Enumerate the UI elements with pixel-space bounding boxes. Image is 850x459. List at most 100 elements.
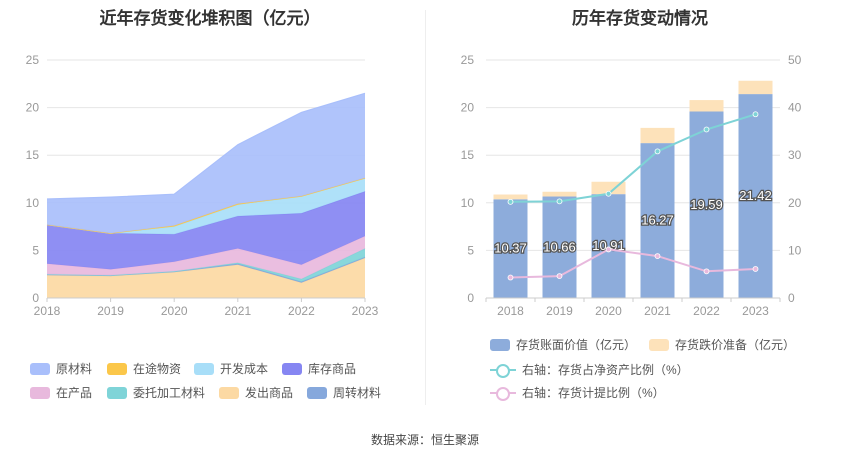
area-库存商品 (47, 191, 365, 270)
bar-存货跌价准备（亿元） (640, 127, 675, 144)
left-stacked-area-chart: 0 5 10 15 20 25 2018 2019 2020 2021 2022 2023 (26, 53, 379, 318)
y2-tick-label: 50 (788, 53, 802, 67)
legend-item[interactable]: 发出商品 (219, 384, 293, 401)
bar-value-label: 21.42 (739, 188, 772, 203)
y2-tick-label: 20 (788, 196, 802, 210)
bar-存货跌价准备（亿元） (689, 100, 724, 112)
y-tick-label: 15 (461, 148, 475, 162)
legend-swatch (649, 339, 669, 351)
legend-label: 发出商品 (245, 386, 294, 400)
legend-label: 委托加工材料 (133, 386, 206, 400)
legend-item[interactable]: 委托加工材料 (107, 384, 205, 401)
y-tick-label: 0 (467, 291, 474, 305)
right-chart-title: 历年存货变动情况 (572, 9, 708, 28)
y-tick-label: 20 (461, 101, 475, 115)
legend-swatch (219, 387, 239, 399)
line-point (752, 266, 759, 272)
x-tick-label: 2019 (97, 304, 124, 318)
y-tick-label: 5 (32, 243, 39, 257)
bar-存货跌价准备（亿元） (542, 191, 577, 197)
x-tick-label: 2020 (161, 304, 188, 318)
x-tick-label: 2020 (595, 304, 622, 318)
bar-存货账面价值（亿元） (591, 194, 626, 298)
y-tick-label: 25 (26, 53, 40, 67)
legend-label: 在途物资 (133, 362, 182, 376)
line-point (507, 198, 514, 205)
legend-swatch (107, 363, 127, 375)
line-point (752, 111, 759, 118)
x-tick-label: 2022 (693, 304, 720, 318)
y-tick-label: 15 (26, 148, 40, 162)
area-在产品 (47, 236, 365, 279)
legend-item[interactable]: 周转材料 (307, 384, 381, 401)
bar-存货跌价准备（亿元） (493, 194, 528, 200)
bar-存货账面价值（亿元） (493, 199, 528, 298)
y2-tick-label: 0 (788, 291, 795, 305)
line-point (654, 253, 661, 260)
y2-tick-label: 40 (788, 101, 802, 115)
bar-存货账面价值（亿元） (738, 94, 773, 298)
area-原材料 (47, 93, 365, 234)
x-tick-label: 2018 (34, 304, 61, 318)
bar-存货跌价准备（亿元） (738, 80, 773, 95)
x-tick-label: 2023 (742, 304, 769, 318)
legend-item[interactable]: 在途物资 (107, 360, 181, 377)
bar-value-label: 10.37 (494, 241, 527, 256)
legend-label: 存货跌价准备（亿元） (675, 338, 796, 352)
legend-item[interactable]: 在产品 (30, 384, 92, 401)
y2-tick-label: 10 (788, 243, 802, 257)
panel-divider (425, 10, 426, 405)
area-edge-原材料 (46, 92, 366, 200)
x-tick-label: 2019 (546, 304, 573, 318)
bar-存货账面价值（亿元） (542, 196, 577, 298)
x-tick-label: 2021 (224, 304, 251, 318)
legend-label: 库存商品 (308, 362, 357, 376)
bar-value-label: 10.66 (543, 239, 576, 254)
x-tick-label: 2023 (352, 304, 379, 318)
legend-label: 存货账面价值（亿元） (516, 338, 637, 352)
legend-item[interactable]: 存货跌价准备（亿元） (649, 336, 795, 353)
legend-swatch (30, 387, 50, 399)
legend-item[interactable]: 右轴：存货占净资产比例（%） (490, 361, 689, 378)
line-0 (510, 113, 756, 203)
legend-item[interactable]: 右轴：存货计提比例（%） (490, 384, 665, 401)
legend-label: 在产品 (56, 386, 93, 400)
legend-item[interactable]: 库存商品 (282, 360, 356, 377)
data-source-note: 数据来源：恒生聚源 (370, 433, 479, 447)
legend-label: 开发成本 (220, 362, 269, 376)
legend-label: 右轴：存货计提比例（%） (522, 386, 665, 400)
line-point (703, 126, 710, 133)
line-point (605, 190, 612, 197)
legend-swatch (490, 339, 510, 351)
y-tick-label: 20 (26, 101, 40, 115)
legend-swatch (194, 363, 214, 375)
bar-value-label: 16.27 (641, 213, 674, 228)
legend-label: 右轴：存货占净资产比例（%） (522, 363, 689, 377)
legend-swatch (282, 363, 302, 375)
x-tick-label: 2018 (497, 304, 524, 318)
legend-label: 周转材料 (333, 386, 382, 400)
line-point (507, 274, 514, 281)
y-tick-label: 10 (26, 196, 40, 210)
legend-swatch (30, 363, 50, 375)
legend-item[interactable]: 开发成本 (194, 360, 268, 377)
bar-存货账面价值（亿元） (640, 143, 675, 298)
y-tick-label: 10 (461, 196, 475, 210)
legend-swatch (490, 387, 516, 401)
y-tick-label: 25 (461, 53, 475, 67)
legend-swatch (490, 364, 516, 378)
legend-swatch (307, 387, 327, 399)
legend-swatch (107, 387, 127, 399)
line-point (556, 198, 563, 205)
legend-item[interactable]: 存货账面价值（亿元） (490, 336, 636, 353)
legend-item[interactable]: 原材料 (30, 360, 92, 377)
line-point (556, 273, 563, 280)
bar-存货跌价准备（亿元） (591, 181, 626, 195)
line-point (605, 246, 612, 253)
y2-tick-label: 30 (788, 148, 802, 162)
line-point (703, 268, 710, 275)
line-point (654, 148, 661, 155)
x-tick-label: 2021 (644, 304, 671, 318)
